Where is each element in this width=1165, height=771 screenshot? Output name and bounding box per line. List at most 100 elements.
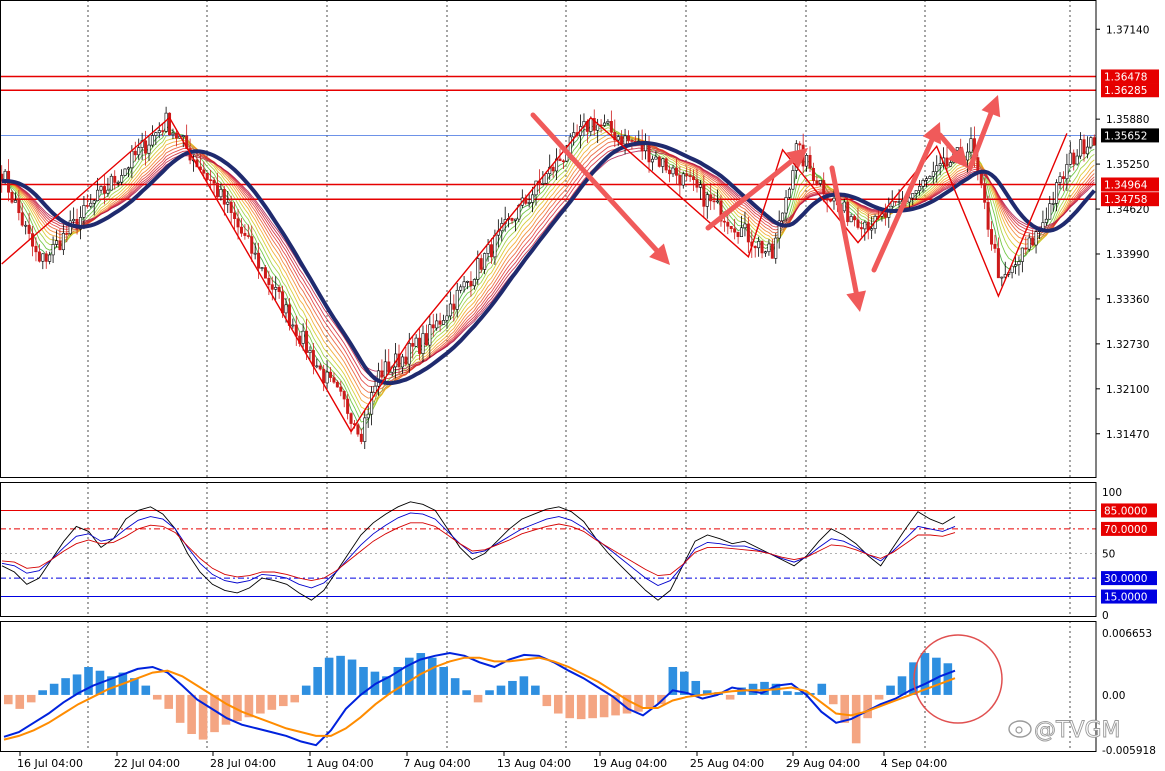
candle[interactable] xyxy=(849,216,853,223)
candle[interactable] xyxy=(551,166,555,172)
candle[interactable] xyxy=(144,140,148,154)
candle[interactable] xyxy=(263,267,267,279)
candle[interactable] xyxy=(346,398,350,414)
candle[interactable] xyxy=(455,289,459,310)
candle[interactable] xyxy=(603,122,607,126)
candle[interactable] xyxy=(1031,237,1035,246)
candle[interactable] xyxy=(770,243,774,259)
macd-histogram-bar[interactable] xyxy=(622,694,632,714)
candle[interactable] xyxy=(616,136,620,141)
macd-histogram-bar[interactable] xyxy=(210,694,219,733)
macd-histogram-bar[interactable] xyxy=(680,671,689,695)
candle[interactable] xyxy=(75,218,79,230)
candle[interactable] xyxy=(418,337,422,354)
candle[interactable] xyxy=(678,175,682,186)
candle[interactable] xyxy=(301,330,305,344)
candle[interactable] xyxy=(527,202,531,204)
macd-histogram-bar[interactable] xyxy=(84,666,93,695)
candle[interactable] xyxy=(469,280,473,287)
candle[interactable] xyxy=(856,219,860,228)
candle[interactable] xyxy=(150,135,154,146)
macd-histogram-bar[interactable] xyxy=(485,690,494,695)
candle[interactable] xyxy=(339,386,343,392)
candle[interactable] xyxy=(688,175,692,177)
candle[interactable] xyxy=(305,330,309,353)
candle[interactable] xyxy=(404,356,408,365)
candle[interactable] xyxy=(572,132,576,138)
macd-histogram-bar[interactable] xyxy=(393,666,403,695)
candle[interactable] xyxy=(239,226,243,234)
macd-histogram-bar[interactable] xyxy=(760,681,769,695)
macd-histogram-bar[interactable] xyxy=(267,694,277,710)
candle[interactable] xyxy=(82,205,86,218)
candle[interactable] xyxy=(61,233,65,251)
macd-histogram-bar[interactable] xyxy=(336,655,345,695)
candle[interactable] xyxy=(209,179,213,181)
candle[interactable] xyxy=(137,147,141,156)
candle[interactable] xyxy=(1085,146,1089,155)
macd-histogram-bar[interactable] xyxy=(473,694,483,703)
candle[interactable] xyxy=(695,179,699,188)
macd-histogram-bar[interactable] xyxy=(301,685,311,695)
candle[interactable] xyxy=(623,135,627,145)
macd-histogram-bar[interactable] xyxy=(38,690,47,695)
price-panel[interactable] xyxy=(0,75,1096,450)
candle[interactable] xyxy=(483,253,487,270)
candle[interactable] xyxy=(647,144,651,163)
candle[interactable] xyxy=(736,231,740,237)
macd-histogram-bar[interactable] xyxy=(851,694,861,744)
candle[interactable] xyxy=(911,193,915,199)
candle[interactable] xyxy=(335,381,339,388)
candle[interactable] xyxy=(448,303,452,317)
candle[interactable] xyxy=(102,186,106,194)
candle[interactable] xyxy=(558,158,562,162)
candle[interactable] xyxy=(96,189,100,202)
candle[interactable] xyxy=(777,220,781,239)
candle[interactable] xyxy=(109,175,113,191)
candle[interactable] xyxy=(373,385,377,393)
candle[interactable] xyxy=(431,324,435,329)
candle[interactable] xyxy=(37,251,41,262)
candle[interactable] xyxy=(1048,203,1052,220)
candle[interactable] xyxy=(479,258,483,270)
candle[interactable] xyxy=(1075,155,1079,165)
candle[interactable] xyxy=(1082,139,1086,155)
candle[interactable] xyxy=(325,371,329,384)
candle[interactable] xyxy=(267,277,271,285)
candle[interactable] xyxy=(743,223,747,229)
candle[interactable] xyxy=(359,433,363,442)
candle[interactable] xyxy=(411,343,415,347)
candle[interactable] xyxy=(281,291,285,314)
macd-histogram-bar[interactable] xyxy=(164,694,174,709)
candle[interactable] xyxy=(1068,152,1072,165)
macd-histogram-bar[interactable] xyxy=(508,680,517,695)
candle[interactable] xyxy=(1014,264,1018,267)
macd-histogram-bar[interactable] xyxy=(313,666,322,695)
candle[interactable] xyxy=(664,158,668,171)
candle[interactable] xyxy=(654,156,658,160)
macd-histogram-bar[interactable] xyxy=(828,694,838,705)
candle[interactable] xyxy=(13,200,17,203)
candle[interactable] xyxy=(168,112,172,136)
candle[interactable] xyxy=(531,194,535,203)
candle[interactable] xyxy=(996,248,1000,279)
candle[interactable] xyxy=(712,200,716,203)
candle[interactable] xyxy=(154,132,158,136)
candle[interactable] xyxy=(976,157,980,173)
macd-histogram-bar[interactable] xyxy=(233,694,242,721)
macd-histogram-bar[interactable] xyxy=(920,653,930,695)
candle[interactable] xyxy=(55,240,59,245)
macd-histogram-bar[interactable] xyxy=(26,694,36,703)
macd-histogram-bar[interactable] xyxy=(382,676,391,695)
candle[interactable] xyxy=(466,280,470,283)
candle[interactable] xyxy=(722,220,726,223)
candle[interactable] xyxy=(284,304,288,314)
candle[interactable] xyxy=(784,197,788,214)
candle[interactable] xyxy=(58,240,62,251)
macd-histogram-bar[interactable] xyxy=(175,694,185,723)
macd-histogram-bar[interactable] xyxy=(244,694,254,718)
candle[interactable] xyxy=(414,337,418,347)
candle[interactable] xyxy=(921,180,925,187)
candle[interactable] xyxy=(205,172,209,180)
